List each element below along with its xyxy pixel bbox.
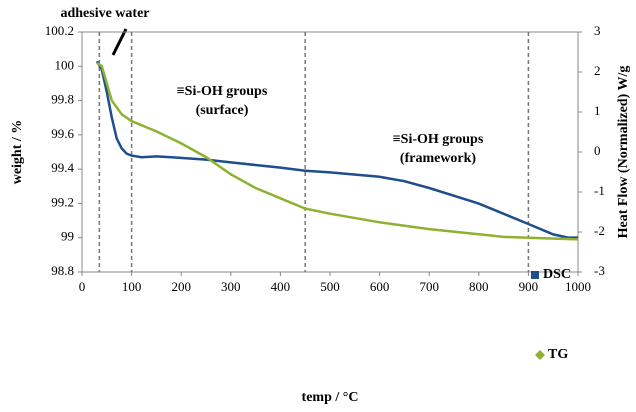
y2-tick-label: -2 xyxy=(594,223,605,238)
x-axis-label: temp / °C xyxy=(302,390,359,405)
y2-tick-label: 1 xyxy=(594,103,601,118)
x-tick-label: 100 xyxy=(122,279,142,294)
y-tick-label: 99 xyxy=(61,229,74,244)
y2-tick-label: 2 xyxy=(594,63,601,78)
legend-label: TG xyxy=(548,347,568,362)
legend-label: DSC xyxy=(543,267,571,282)
x-tick-label: 600 xyxy=(370,279,390,294)
y-tick-label: 99.2 xyxy=(51,194,74,209)
annotation: (surface) xyxy=(196,103,249,118)
x-tick-label: 400 xyxy=(271,279,291,294)
annotation: ≡Si-OH groups xyxy=(393,132,484,147)
x-tick-label: 0 xyxy=(79,279,86,294)
y-tick-label: 98.8 xyxy=(51,263,74,278)
annotation: adhesive water xyxy=(60,6,149,21)
annotation-pointer xyxy=(111,28,128,56)
y2-tick-label: -1 xyxy=(594,183,605,198)
y-tick-label: 99.4 xyxy=(51,160,74,175)
legend-marker xyxy=(535,350,545,360)
y2-tick-label: -3 xyxy=(594,263,605,278)
x-tick-label: 1000 xyxy=(565,279,591,294)
series-line xyxy=(96,61,579,241)
y2-axis-label: Heat Flow (Normalized) W/g xyxy=(616,66,631,239)
annotation: (framework) xyxy=(400,151,477,166)
x-tick-label: 800 xyxy=(469,279,489,294)
y-tick-label: 100 xyxy=(55,57,75,72)
y2-tick-label: 0 xyxy=(594,143,601,158)
x-tick-label: 700 xyxy=(419,279,439,294)
legend-marker xyxy=(531,271,539,279)
x-tick-label: 900 xyxy=(519,279,539,294)
x-tick-label: 300 xyxy=(221,279,241,294)
y2-tick-label: 3 xyxy=(594,23,601,38)
y-axis-label: weight / % xyxy=(10,120,25,185)
series-line xyxy=(95,60,578,239)
y-tick-label: 99.6 xyxy=(51,126,74,141)
y-tick-label: 100.2 xyxy=(45,23,74,38)
annotation: ≡Si-OH groups xyxy=(177,84,268,99)
x-tick-label: 200 xyxy=(171,279,191,294)
y-tick-label: 99.8 xyxy=(51,92,74,107)
x-tick-label: 500 xyxy=(320,279,340,294)
